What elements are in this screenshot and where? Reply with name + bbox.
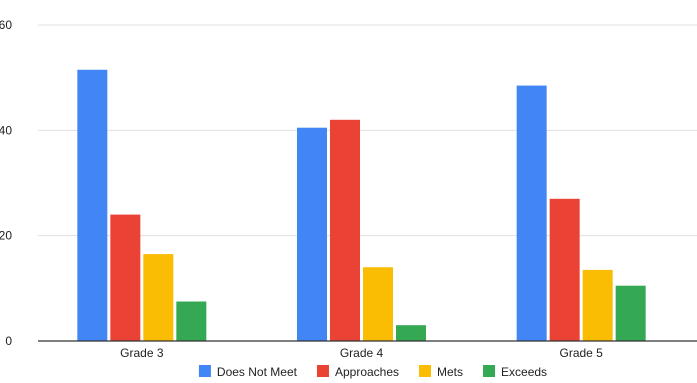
- bar: [363, 267, 393, 341]
- y-tick-label: 40: [0, 123, 12, 137]
- gridlines: [38, 24, 697, 237]
- bar: [176, 301, 207, 341]
- legend-label: Approaches: [335, 365, 399, 379]
- legend-swatch: [483, 365, 496, 377]
- x-tick-label: Grade 5: [559, 346, 603, 360]
- y-tick-label: 60: [0, 18, 12, 32]
- bars: [77, 69, 646, 342]
- bar: [110, 214, 141, 341]
- y-tick-label: 0: [5, 334, 12, 348]
- bar: [615, 285, 646, 341]
- legend-swatch: [419, 365, 432, 377]
- legend: Does Not Meet Approaches Mets Exceeds: [198, 365, 547, 379]
- bar: [396, 325, 426, 341]
- bar: [297, 127, 327, 341]
- legend-swatch: [316, 365, 329, 377]
- bar: [582, 269, 613, 341]
- y-tick-label: 20: [0, 229, 12, 243]
- legend-label: Mets: [437, 365, 463, 379]
- legend-swatch: [198, 365, 211, 377]
- bar: [516, 85, 547, 341]
- bar: [330, 119, 360, 341]
- bar: [77, 69, 108, 342]
- axes: 0 20 40 60 Grade 3 Grade 4 Grade 5: [0, 18, 697, 360]
- bar: [143, 254, 174, 341]
- x-tick-label: Grade 4: [340, 346, 384, 360]
- x-tick-label: Grade 3: [120, 346, 164, 360]
- legend-label: Does Not Meet: [217, 365, 298, 379]
- legend-label: Exceeds: [501, 365, 547, 379]
- bar: [549, 198, 580, 341]
